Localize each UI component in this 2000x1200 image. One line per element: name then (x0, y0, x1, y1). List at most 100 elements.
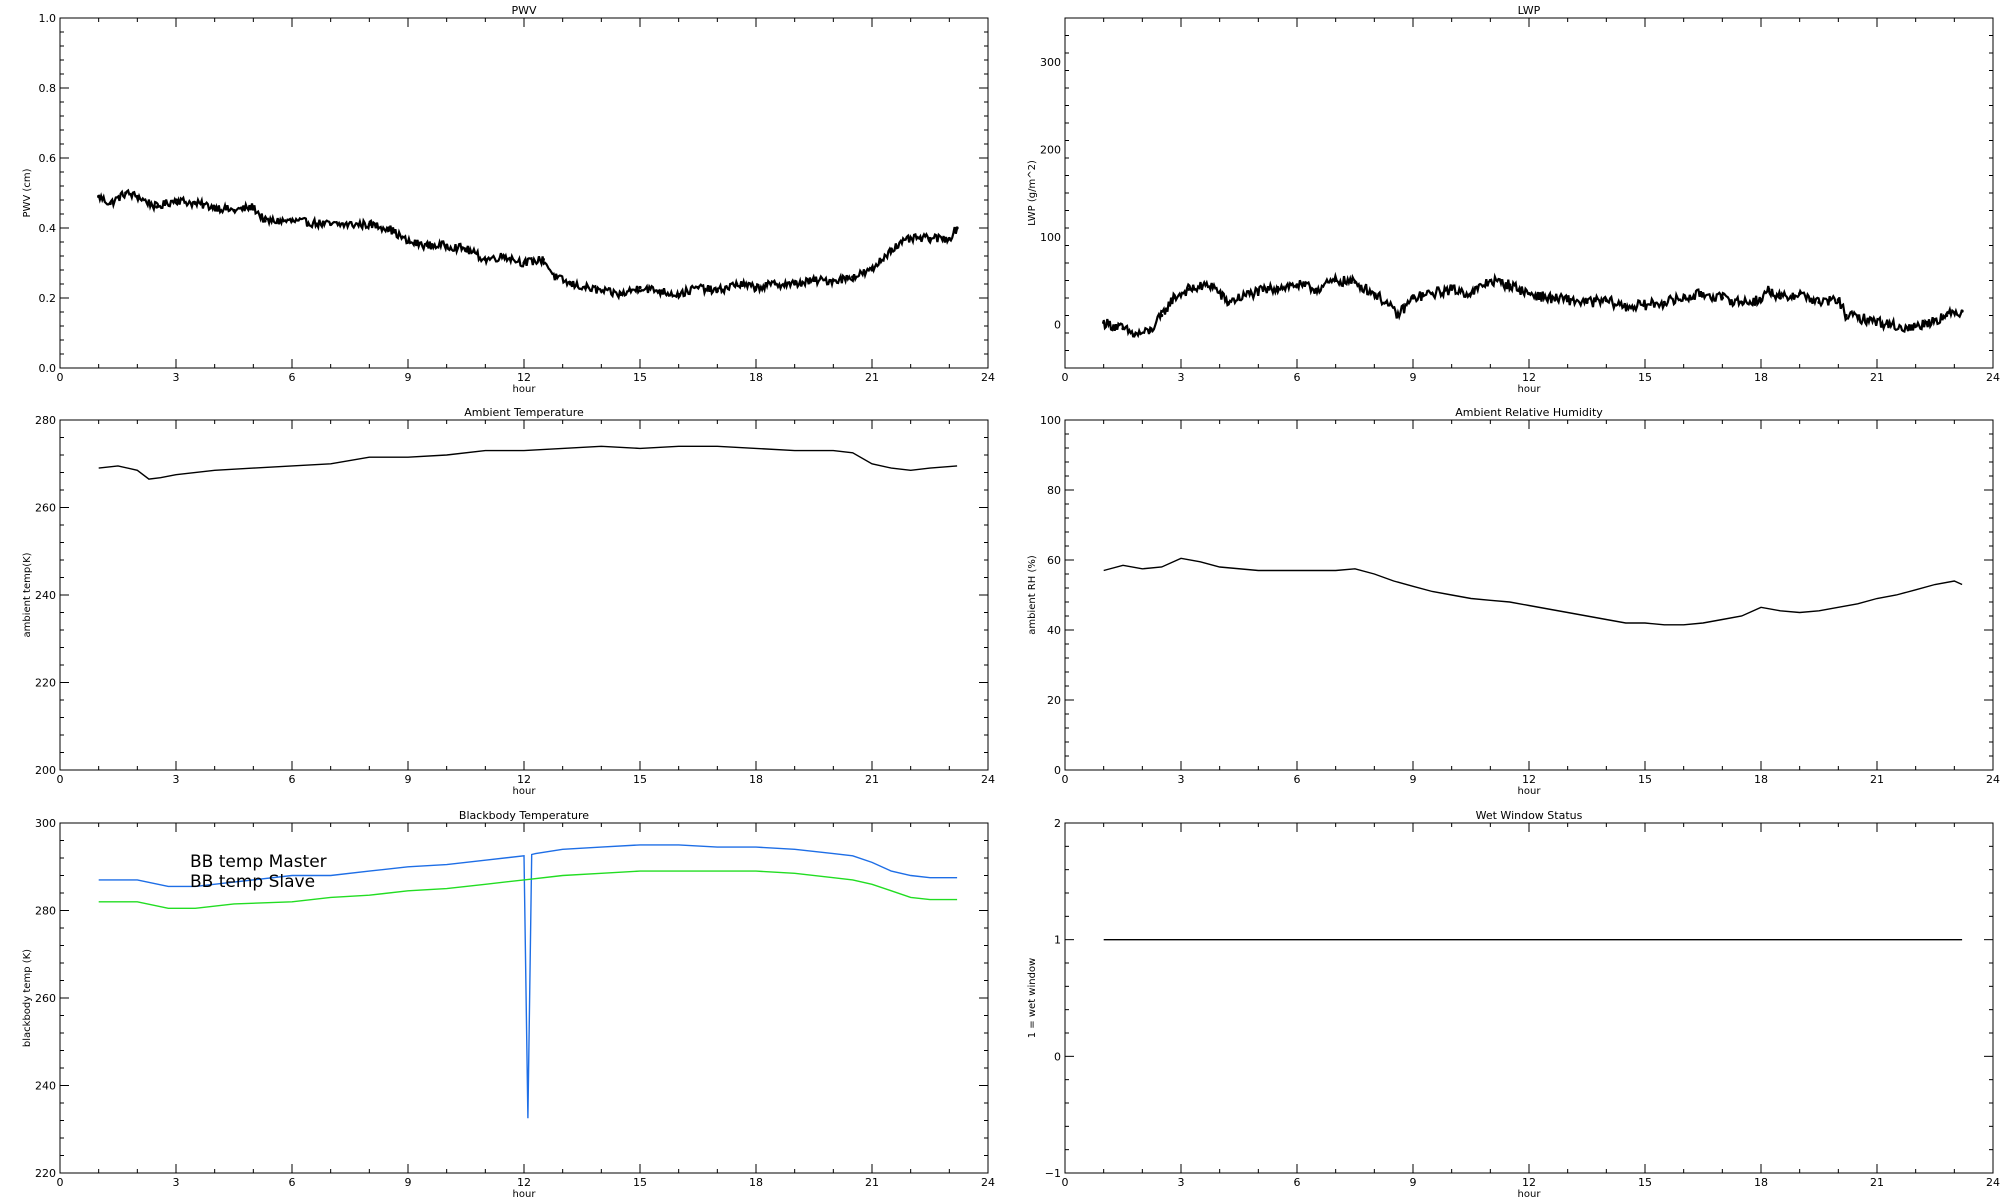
data-point (851, 275, 855, 279)
x-tick-label: 18 (1754, 1176, 1768, 1189)
data-point (251, 205, 255, 209)
data-point (715, 289, 719, 293)
y-tick-label: 0.0 (39, 362, 57, 375)
x-tick-label: 3 (1178, 1176, 1185, 1189)
data-point (1945, 313, 1949, 318)
x-tick-label: 9 (1410, 1176, 1417, 1189)
x-tick-label: 6 (1294, 1176, 1301, 1189)
y-tick-label: 2 (1054, 817, 1061, 830)
data-point (889, 247, 893, 251)
data-point (1249, 292, 1253, 296)
chart-title: PWV (511, 4, 537, 17)
x-tick-label: 21 (865, 1176, 879, 1189)
x-tick-label: 21 (1870, 371, 1884, 384)
data-point (831, 278, 835, 283)
data-point (1372, 292, 1376, 296)
data-point (568, 282, 573, 286)
y-tick-label: 200 (1040, 143, 1061, 156)
data-point (1508, 283, 1512, 287)
y-tick-label: 300 (1040, 56, 1061, 69)
data-point (97, 194, 101, 199)
data-point (464, 247, 468, 251)
data-point (406, 240, 410, 244)
x-tick-label: 6 (289, 371, 296, 384)
data-point (1187, 287, 1191, 291)
data-point (619, 292, 623, 297)
data-point (1887, 322, 1891, 326)
data-point (124, 191, 128, 195)
series-line (1103, 557, 1963, 626)
data-point (263, 219, 267, 223)
y-tick-label: 0 (1054, 1050, 1061, 1063)
data-point (1276, 285, 1280, 290)
series-1 (1103, 557, 1963, 626)
x-tick-label: 21 (865, 773, 879, 786)
y-tick-label: 60 (1047, 554, 1061, 567)
series-2 (98, 870, 958, 909)
data-trace (97, 188, 959, 301)
series-1 (97, 188, 959, 301)
data-point (1844, 313, 1848, 318)
x-tick-label: 9 (405, 371, 412, 384)
data-point (367, 222, 371, 227)
x-tick-label: 9 (1410, 371, 1417, 384)
x-tick-label: 0 (57, 773, 64, 786)
y-tick-label: 0.6 (39, 152, 57, 165)
data-point (108, 201, 112, 206)
data-point (213, 205, 217, 209)
data-point (1604, 299, 1608, 303)
x-tick-label: 21 (1870, 1176, 1884, 1189)
data-point (1171, 296, 1175, 300)
x-tick-label: 12 (1522, 1176, 1536, 1189)
data-point (232, 208, 236, 213)
chart-title: LWP (1518, 4, 1541, 17)
data-point (1395, 313, 1400, 318)
chart-title: Ambient Temperature (464, 406, 584, 419)
data-point (1682, 296, 1686, 300)
data-point (135, 194, 139, 199)
x-axis-label: hour (1518, 384, 1542, 395)
plot-frame (1064, 822, 1994, 1174)
y-tick-label: 240 (35, 1080, 56, 1093)
data-point (503, 254, 507, 258)
data-point (155, 205, 159, 209)
data-point (1867, 318, 1871, 322)
chart-panel-ambient-rh: Ambient Relative Humidity 0 3 6 9 12 15 18 21 24 h… (1027, 406, 2000, 797)
data-point (425, 243, 429, 248)
data-point (1817, 300, 1821, 304)
x-tick-label: 24 (981, 773, 995, 786)
x-axis-label: hour (513, 384, 537, 395)
x-axis-label: hour (513, 786, 537, 797)
data-point (1836, 298, 1840, 302)
data-point (290, 219, 294, 223)
data-point (1643, 303, 1647, 307)
data-point (1720, 296, 1724, 300)
x-tick-label: 18 (749, 371, 763, 384)
data-point (553, 275, 557, 279)
data-point (522, 261, 526, 265)
data-point (1295, 283, 1299, 287)
data-point (584, 285, 588, 290)
data-point (1121, 327, 1125, 331)
y-tick-label: −1 (1045, 1167, 1061, 1180)
data-point (677, 292, 681, 297)
y-tick-label: 20 (1047, 694, 1061, 707)
y-tick-label: 0.4 (39, 222, 57, 235)
series-1 (98, 445, 958, 480)
data-point (1798, 292, 1802, 296)
series-line (98, 445, 958, 480)
data-point (1430, 292, 1434, 296)
x-axis-label: hour (513, 1189, 537, 1200)
data-point (1160, 313, 1164, 318)
data-point (1210, 283, 1214, 287)
data-point (1411, 296, 1415, 300)
chart-panel-pwv: PWV 0 3 6 9 12 15 18 21 24 hour 0.0 0.2 0.4 0.6 0.8 1.0 P… (22, 4, 995, 395)
data-point (1450, 287, 1454, 291)
series-line (98, 870, 958, 909)
x-tick-label: 6 (289, 773, 296, 786)
y-tick-label: 260 (35, 502, 56, 515)
y-tick-label: 300 (35, 817, 56, 830)
x-tick-label: 12 (517, 773, 531, 786)
